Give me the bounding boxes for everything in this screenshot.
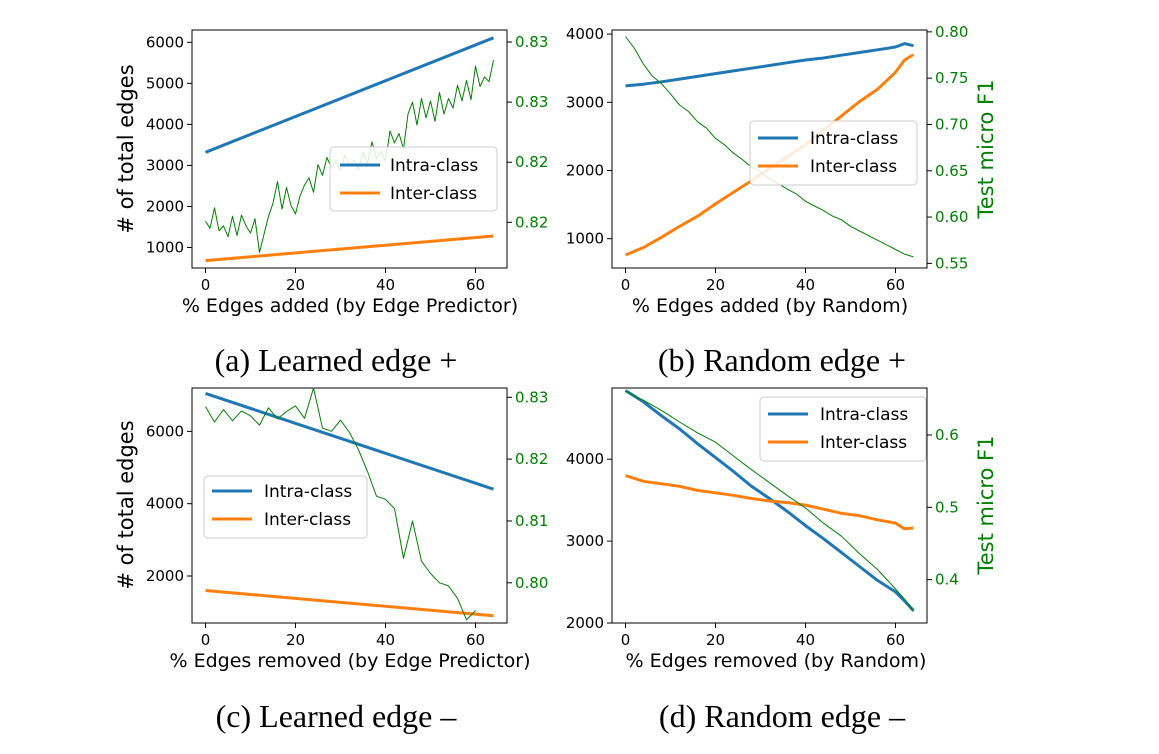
x-tick-label: 20 — [706, 631, 725, 649]
y2-tick-label: 0.82 — [515, 450, 548, 468]
y2-axis-label: Test micro F1 — [974, 79, 998, 219]
panel-a: 0 20 40 60 1000 2000 3000 4000 5000 6000 0.82 0.82 0… — [114, 29, 548, 378]
y-tick-label: 1000 — [566, 230, 604, 248]
y-tick-label: 6000 — [146, 422, 184, 440]
x-tick-label: 0 — [201, 276, 211, 294]
legend-box — [329, 146, 498, 212]
y2-tick-label: 0.82 — [515, 153, 548, 171]
x-tick-label: 60 — [886, 631, 905, 649]
y-tick-label: 2000 — [146, 197, 184, 215]
legend-label-inter: Inter-class — [390, 184, 477, 204]
intra-class-line — [625, 42, 914, 88]
panel-caption: (c) Learned edge – — [216, 698, 458, 734]
x-tick-label: 20 — [706, 276, 725, 294]
y-tick-label: 3000 — [566, 532, 604, 550]
inter-class-line — [625, 474, 914, 531]
y-axis-label: # of total edges — [114, 420, 138, 589]
x-tick-label: 0 — [621, 276, 631, 294]
x-axis-label: % Edges removed (by Random) — [626, 650, 927, 672]
panel-caption: (d) Random edge – — [659, 698, 906, 734]
legend-label-inter: Inter-class — [264, 510, 351, 530]
y-tick-label: 4000 — [146, 115, 184, 133]
x-axis-label: % Edges added (by Random) — [632, 295, 908, 317]
y2-tick-label: 0.81 — [515, 512, 548, 530]
x-tick-label: 40 — [796, 276, 815, 294]
f1-line — [625, 391, 914, 612]
x-tick-label: 0 — [201, 631, 211, 649]
y-tick-label: 2000 — [566, 161, 604, 179]
x-tick-label: 40 — [376, 631, 395, 649]
inter-class-line — [205, 589, 494, 618]
y2-tick-label: 0.70 — [935, 115, 968, 133]
x-axis-label: % Edges removed (by Edge Predictor) — [170, 650, 531, 672]
plot-frame — [191, 29, 508, 269]
x-tick-label: 60 — [466, 631, 485, 649]
y-tick-label: 6000 — [146, 33, 184, 51]
y2-tick-label: 0.75 — [935, 69, 968, 87]
y2-tick-label: 0.6 — [935, 426, 959, 444]
y-tick-label: 4000 — [146, 495, 184, 513]
y-tick-label: 5000 — [146, 74, 184, 92]
x-tick-label: 40 — [796, 631, 815, 649]
y2-tick-label: 0.55 — [935, 254, 968, 272]
y2-tick-label: 0.83 — [515, 93, 548, 111]
y-tick-label: 3000 — [146, 156, 184, 174]
x-axis-label: % Edges added (by Edge Predictor) — [182, 295, 518, 317]
legend-label-inter: Inter-class — [820, 433, 907, 453]
y-tick-label: 4000 — [566, 450, 604, 468]
intra-class-line — [204, 36, 495, 154]
y-tick-label: 4000 — [566, 25, 604, 43]
y2-tick-label: 0.4 — [935, 571, 959, 589]
y2-tick-label: 0.5 — [935, 498, 959, 516]
x-tick-label: 40 — [376, 276, 395, 294]
legend-label-intra: Intra-class — [390, 156, 478, 176]
panel-d: 0 20 40 60 2000 3000 4000 0.4 0.5 0.6 Intra-class… — [566, 387, 998, 734]
legend: Intra-class Inter-class — [203, 475, 368, 539]
legend-label-intra: Intra-class — [264, 482, 352, 502]
x-tick-label: 60 — [466, 276, 485, 294]
x-tick-label: 20 — [286, 631, 305, 649]
y-tick-label: 3000 — [566, 93, 604, 111]
panel-b: 0 20 40 60 1000 2000 3000 4000 0.55 0.60 0.65 0.70 0… — [566, 23, 998, 378]
y-tick-label: 1000 — [146, 238, 184, 256]
legend: Intra-class Inter-class — [329, 146, 498, 212]
intra-class-line — [624, 389, 915, 612]
x-tick-label: 60 — [886, 276, 905, 294]
panel-caption: (a) Learned edge + — [215, 342, 458, 378]
y-tick-label: 2000 — [146, 567, 184, 585]
intra-class-line — [205, 391, 494, 491]
y2-tick-label: 0.80 — [515, 574, 548, 592]
y-tick-label: 2000 — [566, 614, 604, 632]
y2-tick-label: 0.83 — [515, 388, 548, 406]
x-tick-label: 20 — [286, 276, 305, 294]
y2-tick-label: 0.83 — [515, 33, 548, 51]
panel-caption: (b) Random edge + — [658, 342, 906, 378]
plot-frame — [611, 29, 928, 269]
legend: Intra-class Inter-class — [759, 396, 927, 462]
y2-tick-label: 0.80 — [935, 23, 968, 41]
plot-frame — [611, 387, 928, 624]
x-tick-label: 0 — [621, 631, 631, 649]
f1-line — [205, 387, 476, 621]
panel-c: 0 20 40 60 2000 4000 6000 0.80 0.81 0.82 0.83 Intr… — [114, 387, 548, 734]
plot-frame — [191, 387, 508, 624]
y2-tick-label: 0.60 — [935, 208, 968, 226]
inter-class-line — [205, 234, 494, 263]
legend-label-inter: Inter-class — [810, 157, 897, 177]
y2-tick-label: 0.65 — [935, 162, 968, 180]
legend: Intra-class Inter-class — [749, 120, 918, 186]
y2-tick-label: 0.82 — [515, 213, 548, 231]
legend-label-intra: Intra-class — [820, 405, 908, 425]
y2-axis-label: Test micro F1 — [974, 435, 998, 575]
legend-label-intra: Intra-class — [810, 129, 898, 149]
y-axis-label: # of total edges — [114, 64, 138, 233]
